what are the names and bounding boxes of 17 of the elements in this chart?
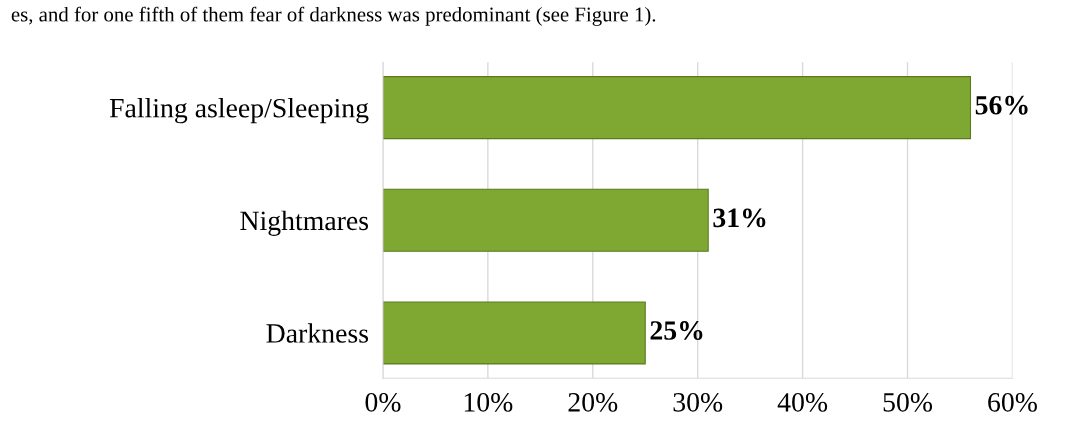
bar — [382, 301, 646, 365]
x-tick-label: 50% — [883, 392, 933, 412]
data-label: 31% — [713, 208, 766, 228]
x-tick-label: 40% — [777, 392, 828, 412]
bar — [382, 76, 972, 140]
y-tick-label: Nightmares — [240, 210, 369, 236]
x-tick-label: 60% — [988, 392, 1037, 412]
data-label: 25% — [650, 321, 703, 340]
y-tick-label: Darkness — [266, 323, 369, 343]
data-label: 56% — [975, 95, 1028, 115]
x-tick-label: 20% — [568, 392, 618, 412]
x-tick-label: 30% — [673, 392, 723, 412]
y-tick-label: Falling asleep/Sleeping — [109, 98, 369, 124]
x-tick-label: 0% — [365, 392, 401, 412]
text: es, and for one fifth of them fear of darkness was predominant (see Figure 1). — [11, 6, 656, 26]
x-tick-label: 10% — [464, 392, 513, 412]
bar — [382, 188, 709, 252]
